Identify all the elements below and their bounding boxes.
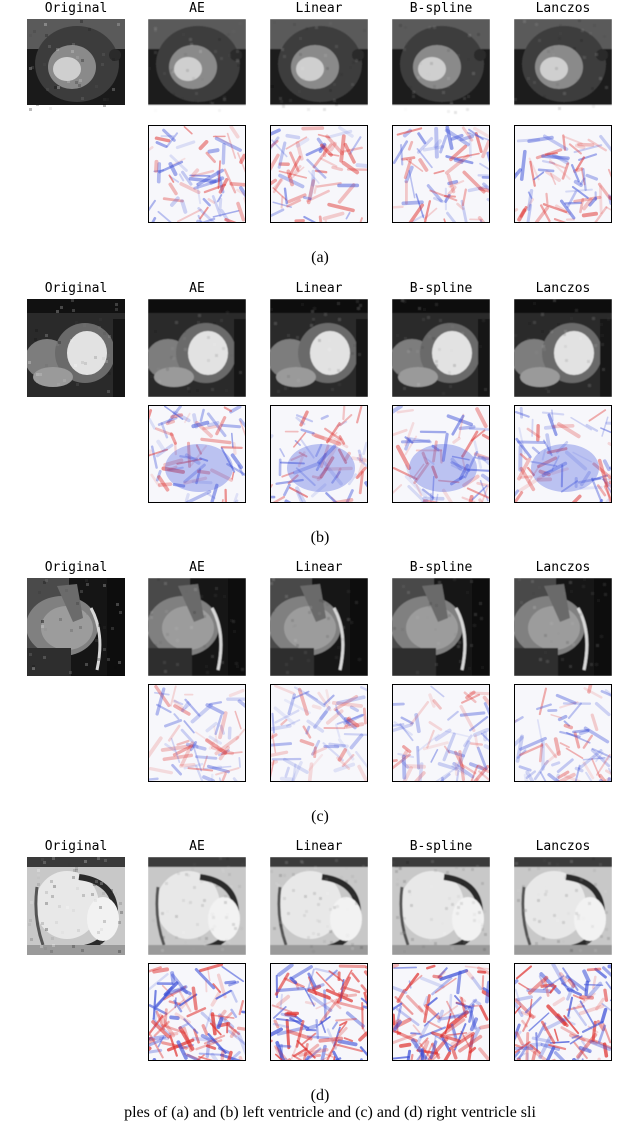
column-header: B-spline [409, 281, 473, 296]
subfigure-label: (a) [311, 249, 329, 266]
column-header: AE [189, 281, 205, 296]
original-image [27, 578, 125, 676]
column-header: Original [44, 1, 108, 16]
reconstruction-image [270, 19, 368, 117]
column-header: AE [189, 560, 205, 575]
difference-map [148, 405, 246, 503]
subfigure-label: (d) [310, 1087, 330, 1104]
column-header: Linear [295, 281, 343, 296]
difference-map [392, 963, 490, 1061]
column-header: Original [44, 281, 108, 296]
difference-map [270, 125, 368, 223]
reconstruction-image [514, 857, 612, 955]
column-header: AE [189, 839, 205, 854]
column-header: B-spline [409, 1, 473, 16]
reconstruction-image [148, 578, 246, 676]
original-image [27, 857, 125, 955]
column-header: B-spline [409, 839, 473, 854]
column-header: B-spline [409, 560, 473, 575]
reconstruction-image [148, 857, 246, 955]
difference-map [392, 125, 490, 223]
figure-caption: ples of (a) and (b) left ventricle and (… [124, 1104, 536, 1121]
subfigure-label: (c) [311, 808, 329, 825]
reconstruction-image [392, 857, 490, 955]
difference-map [392, 405, 490, 503]
reconstruction-image [514, 578, 612, 676]
reconstruction-image [392, 19, 490, 117]
difference-map [514, 684, 612, 782]
column-header: Linear [295, 1, 343, 16]
column-header: Lanczos [535, 1, 591, 16]
column-header: Linear [295, 839, 343, 854]
reconstruction-image [392, 299, 490, 397]
reconstruction-image [514, 299, 612, 397]
column-header: Lanczos [535, 560, 591, 575]
reconstruction-image [392, 578, 490, 676]
difference-map [148, 963, 246, 1061]
difference-map [148, 125, 246, 223]
reconstruction-image [270, 299, 368, 397]
difference-map [514, 125, 612, 223]
difference-map [514, 963, 612, 1061]
column-header: Lanczos [535, 281, 591, 296]
difference-map [514, 405, 612, 503]
column-header: AE [189, 1, 205, 16]
original-image [27, 19, 125, 117]
original-image [27, 299, 125, 397]
reconstruction-image [514, 19, 612, 117]
reconstruction-image [148, 19, 246, 117]
column-header: Lanczos [535, 839, 591, 854]
column-header: Original [44, 839, 108, 854]
column-header: Original [44, 560, 108, 575]
column-header: Linear [295, 560, 343, 575]
difference-map [270, 684, 368, 782]
reconstruction-image [270, 578, 368, 676]
difference-map [148, 684, 246, 782]
reconstruction-image [148, 299, 246, 397]
difference-map [392, 684, 490, 782]
difference-map [270, 405, 368, 503]
difference-map [270, 963, 368, 1061]
subfigure-label: (b) [310, 529, 330, 546]
reconstruction-image [270, 857, 368, 955]
